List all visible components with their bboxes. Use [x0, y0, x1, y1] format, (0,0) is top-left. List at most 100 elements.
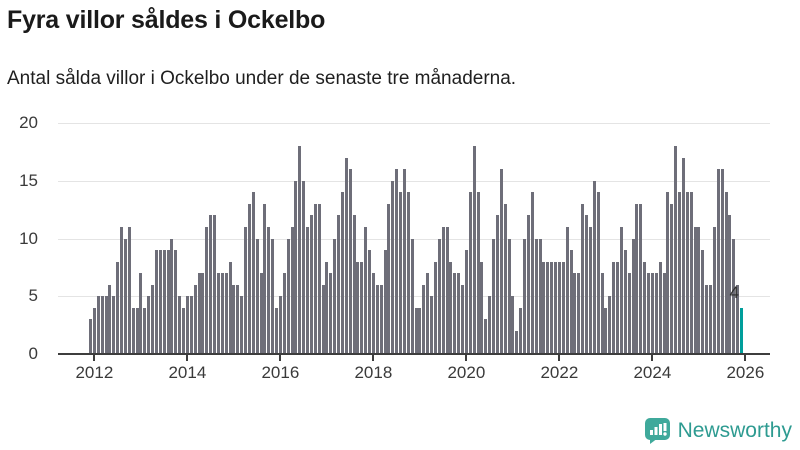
- bar: [166, 250, 170, 354]
- bar: [406, 192, 410, 354]
- bar: [158, 250, 162, 354]
- x-axis-line: [58, 353, 770, 355]
- bar: [294, 180, 298, 354]
- bar: [247, 203, 251, 354]
- bar: [92, 307, 96, 354]
- bar: [275, 307, 278, 354]
- x-tick-label: 2012: [75, 363, 114, 382]
- bar: [441, 226, 445, 354]
- bar: [313, 203, 317, 354]
- bar: [317, 203, 321, 354]
- bar: [255, 238, 259, 354]
- bar: [724, 192, 728, 354]
- bar: [503, 203, 507, 354]
- bar: [557, 261, 561, 354]
- bar: [430, 296, 433, 354]
- bar: [213, 215, 216, 354]
- bar: [139, 273, 143, 354]
- bar: [352, 215, 356, 354]
- bar: [306, 226, 309, 354]
- bar: [182, 307, 185, 354]
- bar: [278, 296, 282, 354]
- x-tick-label: 2016: [261, 363, 300, 382]
- bar: [154, 250, 158, 354]
- bar: [685, 192, 689, 354]
- bar: [387, 203, 391, 354]
- bar: [464, 250, 468, 354]
- bar: [569, 250, 573, 354]
- bar: [379, 284, 383, 354]
- bar: [697, 226, 701, 354]
- y-tick-label: 5: [28, 286, 38, 306]
- bar: [251, 192, 255, 354]
- bar: [189, 296, 193, 354]
- bar: [561, 261, 565, 354]
- bar: [519, 307, 523, 354]
- bar: [623, 250, 627, 354]
- bar: [538, 238, 542, 354]
- bar: [333, 238, 337, 354]
- brand-name: Newsworthy: [677, 418, 792, 442]
- bar: [402, 169, 406, 354]
- highlighted-bar: [740, 307, 743, 354]
- bar: [96, 296, 100, 354]
- bar: [492, 238, 495, 354]
- bar: [577, 273, 581, 354]
- bar: [534, 238, 538, 354]
- bar: [457, 273, 461, 354]
- bar: [437, 238, 441, 354]
- bar: [678, 192, 681, 354]
- newsworthy-logo-icon: [644, 418, 670, 444]
- bar: [337, 215, 340, 354]
- bar: [666, 192, 670, 354]
- x-axis-labels: 2012 2014 2016 2018 2020 2022 2024 2026: [58, 363, 770, 387]
- bar: [104, 296, 108, 354]
- bar: [240, 296, 244, 354]
- bar: [112, 296, 116, 354]
- bar: [147, 296, 151, 354]
- bar: [619, 226, 623, 354]
- bar: [631, 238, 635, 354]
- bar: [135, 307, 139, 354]
- bar: [232, 284, 236, 354]
- bar: [391, 180, 395, 354]
- bar: [445, 226, 449, 354]
- bar: [271, 238, 275, 354]
- bar: [647, 273, 650, 354]
- bar: [484, 319, 488, 354]
- bar: [643, 261, 647, 354]
- bar: [364, 226, 368, 354]
- bar: [414, 307, 418, 354]
- bar: [371, 273, 375, 354]
- bar: [170, 238, 174, 354]
- bar: [720, 169, 724, 354]
- bar: [662, 273, 666, 354]
- bar: [581, 203, 585, 354]
- bar: [511, 296, 515, 354]
- bar: [709, 284, 712, 354]
- bar: [499, 169, 503, 354]
- bar: [368, 250, 371, 354]
- y-axis-labels: 0 5 10 15 20: [0, 113, 46, 363]
- x-tick-label: 2022: [540, 363, 579, 382]
- bar: [131, 307, 135, 354]
- bar: [205, 226, 209, 354]
- bar: [546, 261, 550, 354]
- bar: [468, 192, 472, 354]
- bar: [681, 157, 685, 354]
- bar: [565, 226, 569, 354]
- bar: [507, 238, 511, 354]
- bar: [449, 261, 453, 354]
- bar: [422, 284, 426, 354]
- bar: [472, 146, 476, 354]
- bar: [348, 169, 352, 354]
- bar: [263, 203, 267, 354]
- bar: [550, 261, 554, 354]
- bar: [236, 284, 240, 354]
- bar: [650, 273, 654, 354]
- bar: [674, 146, 678, 354]
- bar: [309, 215, 313, 354]
- bar: [716, 169, 720, 354]
- bar: [116, 261, 120, 354]
- bar: [340, 192, 344, 354]
